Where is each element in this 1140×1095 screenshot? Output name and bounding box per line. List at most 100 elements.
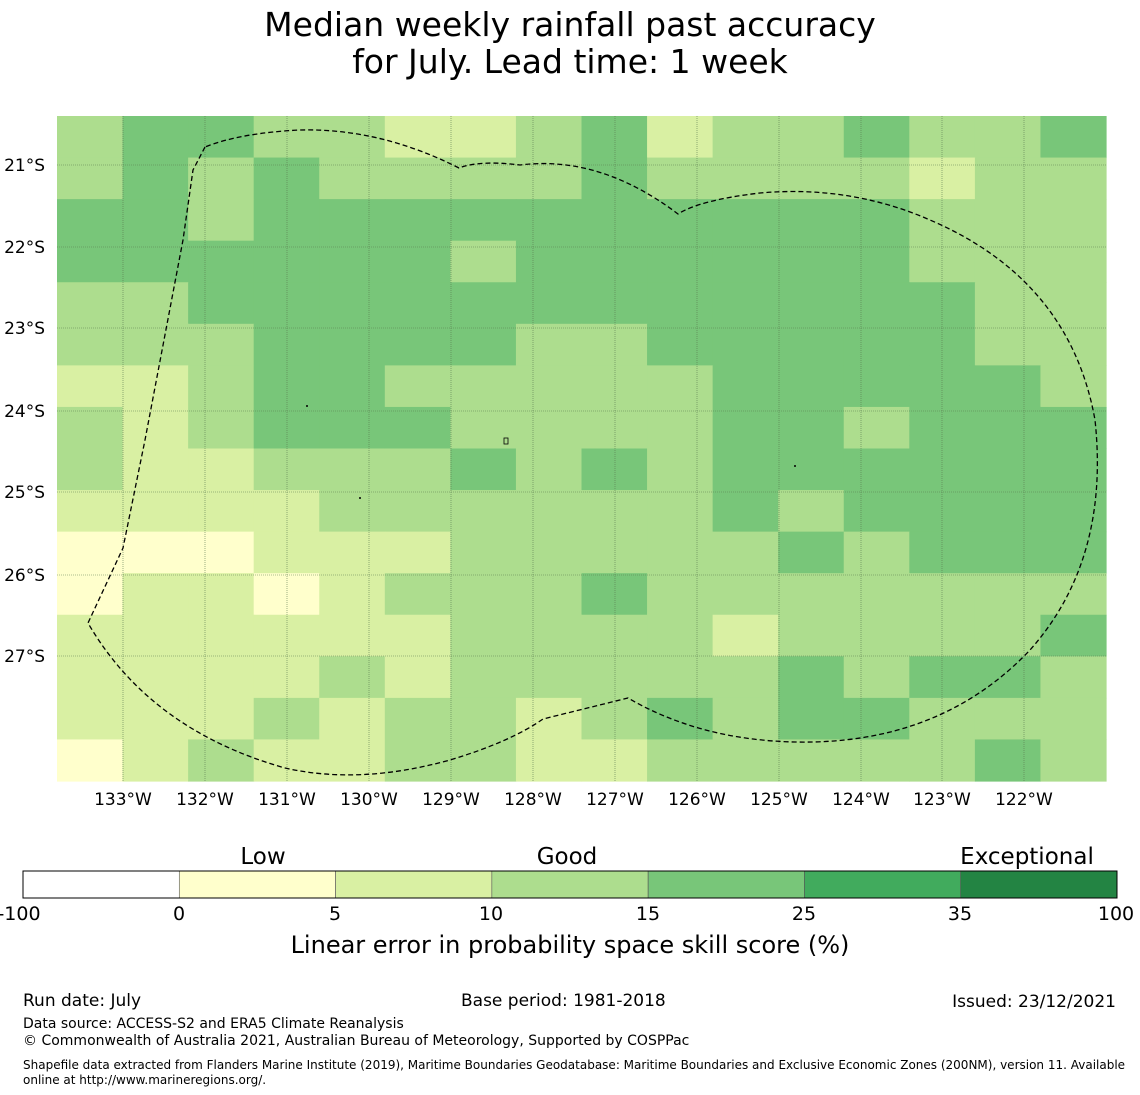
grid-cell xyxy=(974,739,1042,782)
grid-cell xyxy=(319,614,386,657)
grid-cell xyxy=(450,739,517,782)
grid-cell xyxy=(909,573,976,616)
colorbar-tick: 5 xyxy=(329,903,341,925)
grid-cell xyxy=(188,448,255,491)
grid-cell xyxy=(974,157,1042,200)
grid-cell xyxy=(647,490,714,533)
grid-cell xyxy=(647,656,714,699)
grid-cell xyxy=(188,739,255,782)
grid-cell xyxy=(450,240,517,283)
island-marker xyxy=(306,405,308,407)
category-exceptional: Exceptional xyxy=(960,844,1094,870)
grid-cell xyxy=(515,282,583,325)
grid-cell xyxy=(909,448,976,491)
grid-cell xyxy=(57,157,124,200)
grid-cell xyxy=(974,116,1042,159)
grid-cell xyxy=(57,406,124,450)
grid-cell xyxy=(647,199,714,242)
grid-cell xyxy=(712,490,779,533)
grid-cell xyxy=(647,406,714,450)
lon-label: 122°W xyxy=(995,790,1053,810)
eez-boundary-line xyxy=(87,129,1098,776)
grid-cell xyxy=(515,116,583,159)
grid-cell xyxy=(515,531,583,574)
grid-cell xyxy=(581,739,648,782)
grid-cell xyxy=(122,448,189,491)
grid-cell xyxy=(778,323,845,366)
grid-cell xyxy=(974,365,1042,408)
grid-cell xyxy=(253,282,320,325)
grid-cell xyxy=(1040,490,1107,533)
grid-cell xyxy=(909,739,976,782)
grid-cell xyxy=(253,490,320,533)
grid-cell xyxy=(778,656,845,699)
colorbar-label: Linear error in probability space skill … xyxy=(291,931,850,959)
grid-cell xyxy=(253,614,320,657)
category-low: Low xyxy=(240,844,285,870)
grid-cell xyxy=(843,240,910,283)
lat-axis-labels: 21°S 22°S 23°S 24°S 25°S 26°S 27°S xyxy=(4,156,45,667)
grid-cell xyxy=(778,365,845,408)
island-marker xyxy=(794,465,796,467)
grid-cell xyxy=(384,531,451,574)
grid-cell xyxy=(778,406,845,450)
grid-cell xyxy=(647,323,714,366)
grid-cell xyxy=(778,573,845,616)
grid-cell xyxy=(57,282,124,325)
grid-cell xyxy=(384,323,451,366)
skill-grid xyxy=(57,116,1107,782)
grid-cell xyxy=(122,697,189,741)
grid-cell xyxy=(450,157,517,200)
grid-cell xyxy=(647,365,714,408)
grid-cell xyxy=(450,531,517,574)
grid-cell xyxy=(319,282,386,325)
grid-cell xyxy=(384,282,451,325)
grid-cell xyxy=(57,697,124,741)
grid-cell xyxy=(581,323,648,366)
lon-label: 127°W xyxy=(586,790,644,810)
grid-cell xyxy=(712,656,779,699)
grid-cell xyxy=(778,282,845,325)
lat-label: 24°S xyxy=(4,402,45,422)
grid-cell xyxy=(253,116,320,159)
grid-cell xyxy=(319,531,386,574)
grid-cell xyxy=(122,323,189,366)
grid-cell xyxy=(581,697,648,741)
grid-cell xyxy=(909,365,976,408)
grid-cell xyxy=(647,573,714,616)
colorbar-segment xyxy=(335,870,493,899)
grid-cell xyxy=(581,656,648,699)
grid-cell xyxy=(450,573,517,616)
grid-cell xyxy=(1040,531,1107,574)
grid-cell xyxy=(647,116,714,159)
grid-cell xyxy=(384,656,451,699)
grid-cell xyxy=(122,656,189,699)
grid-cell xyxy=(712,365,779,408)
grid-cell xyxy=(319,448,386,491)
grid-cell xyxy=(712,739,779,782)
grid-cell xyxy=(319,656,386,699)
grid-cell xyxy=(712,240,779,283)
grid-cell xyxy=(843,406,910,450)
grid-cell xyxy=(188,490,255,533)
grid-cell xyxy=(778,199,845,242)
colorbar: Low Good Exceptional -100 0 5 10 15 25 3… xyxy=(0,844,1134,959)
grid-cell xyxy=(450,406,517,450)
grid-cell xyxy=(450,656,517,699)
lat-label: 23°S xyxy=(4,319,45,339)
grid-cell xyxy=(647,157,714,200)
grid-cell xyxy=(450,614,517,657)
grid-cell xyxy=(515,573,583,616)
colorbar-tick: 25 xyxy=(792,903,816,925)
colorbar-segment xyxy=(960,870,1118,899)
grid-cell xyxy=(450,365,517,408)
grid-cell xyxy=(1040,406,1107,450)
grid-cell xyxy=(515,490,583,533)
grid-cell xyxy=(515,240,583,283)
title-line-2: for July. Lead time: 1 week xyxy=(352,42,788,81)
grid-cell xyxy=(974,614,1042,657)
grid-cell xyxy=(253,656,320,699)
grid-cell xyxy=(909,490,976,533)
grid-cell xyxy=(384,240,451,283)
grid-cell xyxy=(843,282,910,325)
